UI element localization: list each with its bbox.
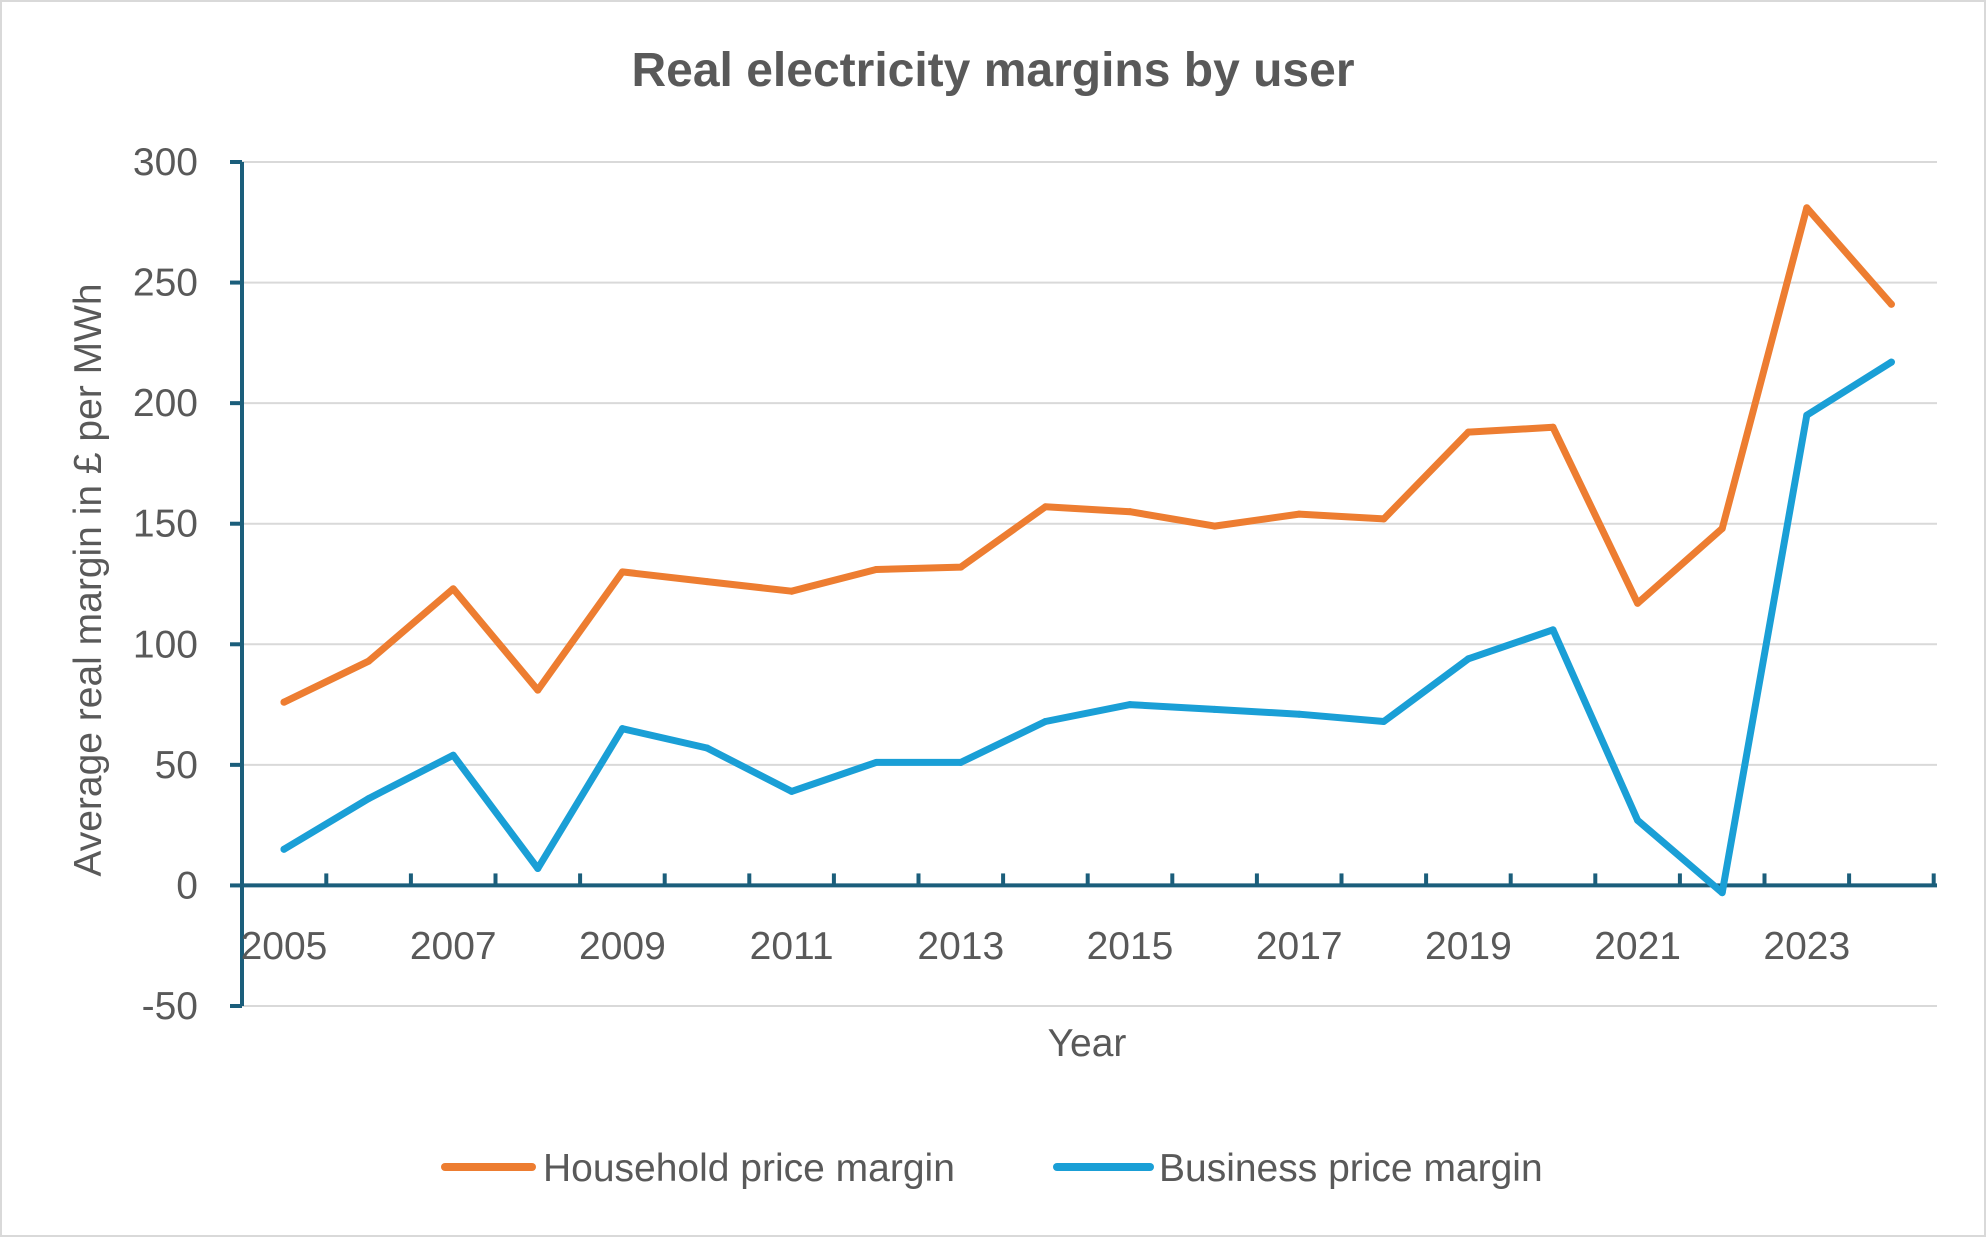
data-point-household xyxy=(618,568,626,576)
axes xyxy=(230,160,1937,1008)
data-point-business xyxy=(1126,701,1134,709)
x-tick-label: 2015 xyxy=(1087,925,1174,968)
data-point-business xyxy=(703,744,711,752)
legend-label: Household price margin xyxy=(543,1147,955,1190)
y-axis-title: Average real margin in £ per MWh xyxy=(67,283,110,876)
y-tick-label: 150 xyxy=(133,503,198,546)
data-point-household xyxy=(872,566,880,574)
legend: Household price margin Business price mar… xyxy=(441,1147,1543,1190)
x-tick-label: 2013 xyxy=(917,925,1004,968)
data-point-household xyxy=(1718,525,1726,533)
data-point-business xyxy=(957,758,965,766)
data-point-household xyxy=(1549,423,1557,431)
data-point-business xyxy=(1718,889,1726,897)
data-point-household xyxy=(703,578,711,586)
data-point-business xyxy=(1041,717,1049,725)
data-point-business xyxy=(449,751,457,759)
data-point-household xyxy=(1464,428,1472,436)
data-point-household xyxy=(957,563,965,571)
data-point-household xyxy=(1041,503,1049,511)
series-lines xyxy=(280,204,1895,897)
data-point-business xyxy=(1211,705,1219,713)
x-tick-label: 2023 xyxy=(1763,925,1850,968)
y-tick-label: -50 xyxy=(142,985,198,1028)
data-point-business xyxy=(365,795,373,803)
chart-title: Real electricity margins by user xyxy=(632,44,1355,97)
data-point-household xyxy=(788,587,796,595)
data-point-business xyxy=(1549,626,1557,634)
x-tick-label: 2007 xyxy=(410,925,497,968)
data-point-household xyxy=(534,686,542,694)
data-point-household xyxy=(1211,522,1219,530)
data-point-business xyxy=(1295,710,1303,718)
data-point-business xyxy=(1464,655,1472,663)
data-point-business xyxy=(872,758,880,766)
legend-label: Business price margin xyxy=(1159,1147,1543,1190)
data-point-household xyxy=(1887,300,1895,308)
data-point-household xyxy=(280,698,288,706)
x-tick-label: 2011 xyxy=(750,925,834,968)
series-line-business xyxy=(280,358,1895,897)
x-tick-label: 2009 xyxy=(579,925,666,968)
gridlines xyxy=(242,161,1937,1007)
data-point-business xyxy=(280,845,288,853)
data-point-business xyxy=(1634,816,1642,824)
data-point-business xyxy=(534,865,542,873)
data-point-business xyxy=(788,787,796,795)
data-point-business xyxy=(618,725,626,733)
tick-labels: 300 250 200 150 100 50 0 -50 2005 2007 2009 2011 201… xyxy=(133,141,1850,1028)
y-tick-label: 200 xyxy=(133,382,198,425)
y-tick-label: 100 xyxy=(133,623,198,666)
data-point-business xyxy=(1803,411,1811,419)
data-point-business xyxy=(1380,717,1388,725)
data-point-household xyxy=(365,657,373,665)
y-tick-label: 50 xyxy=(155,744,198,787)
data-point-household xyxy=(1126,508,1134,516)
x-tick-label: 2021 xyxy=(1594,925,1681,968)
data-point-household xyxy=(449,585,457,593)
y-tick-label: 0 xyxy=(176,864,198,907)
data-point-household xyxy=(1634,599,1642,607)
x-tick-label: 2019 xyxy=(1425,925,1512,968)
y-tick-label: 300 xyxy=(133,141,198,184)
data-point-household xyxy=(1295,510,1303,518)
x-axis-title: Year xyxy=(1048,1022,1127,1065)
y-tick-label: 250 xyxy=(133,262,198,305)
data-point-household xyxy=(1380,515,1388,523)
x-tick-label: 2005 xyxy=(241,925,328,968)
series-line-household xyxy=(280,204,1895,706)
data-point-household xyxy=(1803,204,1811,212)
x-tick-label: 2017 xyxy=(1256,925,1343,968)
data-point-business xyxy=(1887,358,1895,366)
